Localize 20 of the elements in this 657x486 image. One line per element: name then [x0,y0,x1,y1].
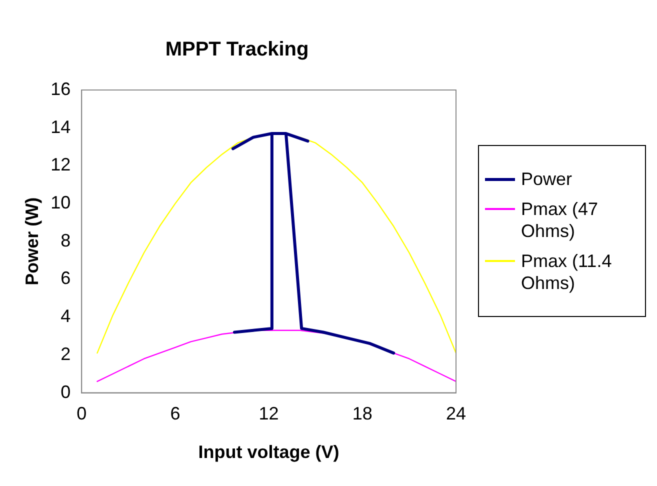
x-tick-label: 18 [352,404,372,424]
chart-title: MPPT Tracking [165,38,309,61]
y-tick-label: 4 [60,306,71,326]
legend-label: Pmax (47 Ohms) [521,198,600,242]
x-tick-label: 12 [258,404,279,424]
x-tick-label: 6 [170,404,180,424]
y-axis-title: Power (W) [22,197,42,286]
y-tick-label: 6 [60,268,71,288]
y-tick-label: 8 [60,230,71,250]
y-tick-label: 12 [50,154,71,175]
y-tick-label: 16 [50,78,71,99]
legend-label: Power [521,168,572,190]
x-tick-label: 24 [446,404,466,424]
legend-label: Pmax (11.4 Ohms) [521,250,613,294]
y-tick-label: 2 [60,344,71,364]
y-tick-label: 0 [60,382,71,402]
y-tick-label: 10 [50,192,71,213]
x-axis-title: Input voltage (V) [198,442,340,462]
y-tick-label: 14 [50,116,71,137]
x-tick-label: 0 [76,404,87,424]
